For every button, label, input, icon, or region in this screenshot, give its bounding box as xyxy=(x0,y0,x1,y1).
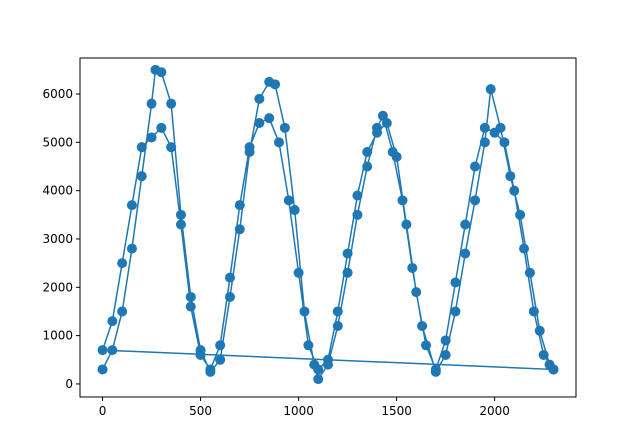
y-tick-label: 4000 xyxy=(42,184,73,198)
data-point xyxy=(407,262,418,273)
data-point xyxy=(195,349,206,360)
data-point xyxy=(156,122,167,133)
data-point xyxy=(126,200,137,211)
data-point xyxy=(136,171,147,182)
data-point xyxy=(107,345,118,356)
data-point xyxy=(303,340,314,351)
y-tick-label: 3000 xyxy=(42,232,73,246)
data-point xyxy=(332,306,343,317)
data-point xyxy=(264,113,275,124)
data-point xyxy=(479,137,490,148)
data-point xyxy=(299,306,310,317)
data-point xyxy=(479,122,490,133)
data-point xyxy=(293,267,304,278)
data-point xyxy=(97,345,108,356)
data-point xyxy=(215,340,226,351)
data-point xyxy=(534,325,545,336)
data-point xyxy=(273,137,284,148)
data-point xyxy=(342,248,353,259)
data-point xyxy=(417,320,428,331)
data-point xyxy=(205,364,216,375)
data-point xyxy=(505,171,516,182)
data-point xyxy=(528,306,539,317)
data-point xyxy=(323,354,333,365)
data-point xyxy=(270,79,281,90)
axes-frame xyxy=(79,57,577,398)
data-point xyxy=(166,142,177,153)
y-tick-label: 0 xyxy=(65,377,73,391)
data-point xyxy=(175,219,186,230)
data-point xyxy=(440,349,451,360)
data-point xyxy=(254,93,265,104)
y-tick-label: 6000 xyxy=(42,87,73,101)
data-point xyxy=(499,137,510,148)
x-tick-label: 1500 xyxy=(381,404,412,418)
data-point xyxy=(515,209,526,220)
data-point xyxy=(411,287,422,298)
data-point xyxy=(460,219,471,230)
data-point xyxy=(509,185,520,196)
data-point xyxy=(489,127,500,138)
data-point xyxy=(362,146,373,157)
data-point xyxy=(224,272,235,283)
data-point xyxy=(538,349,549,360)
data-point xyxy=(381,117,392,128)
data-point xyxy=(391,151,402,162)
data-point xyxy=(332,320,343,331)
x-tick-label: 0 xyxy=(99,404,107,418)
y-tick-label: 5000 xyxy=(42,135,73,149)
data-point xyxy=(254,117,265,128)
data-point xyxy=(117,258,128,269)
data-point xyxy=(342,267,353,278)
data-point xyxy=(450,306,461,317)
data-point xyxy=(440,335,451,346)
data-point xyxy=(234,200,245,211)
data-point xyxy=(156,67,167,78)
data-point xyxy=(485,84,496,95)
data-point xyxy=(352,209,363,220)
data-point xyxy=(430,364,441,375)
data-point xyxy=(279,122,290,133)
data-point xyxy=(224,291,235,302)
data-point xyxy=(185,301,196,312)
data-point xyxy=(460,248,471,259)
data-point xyxy=(215,354,226,365)
data-line xyxy=(101,68,556,381)
data-point xyxy=(146,132,157,143)
x-tick-label: 500 xyxy=(189,404,212,418)
data-point xyxy=(313,364,324,375)
data-point xyxy=(117,306,128,317)
data-point xyxy=(175,209,186,220)
data-point xyxy=(352,190,363,201)
data-point xyxy=(146,98,157,109)
data-point xyxy=(107,316,118,327)
x-tick-label: 1000 xyxy=(283,404,314,418)
data-point xyxy=(289,204,300,215)
data-point xyxy=(421,340,432,351)
y-tick-label: 2000 xyxy=(42,280,73,294)
data-point xyxy=(372,127,383,138)
data-point xyxy=(166,98,177,109)
data-point xyxy=(185,291,196,302)
data-point xyxy=(97,364,108,375)
data-point xyxy=(524,267,535,278)
y-tick-label: 1000 xyxy=(42,329,73,343)
data-point xyxy=(244,142,255,153)
data-point xyxy=(519,243,530,254)
data-point xyxy=(234,224,245,235)
data-point xyxy=(283,195,294,206)
data-point xyxy=(548,364,559,375)
data-point xyxy=(470,195,481,206)
data-point xyxy=(136,142,147,153)
data-point xyxy=(313,374,324,385)
data-point xyxy=(450,277,461,288)
data-point xyxy=(362,161,373,172)
data-point xyxy=(470,161,481,172)
data-point xyxy=(397,195,408,206)
data-point xyxy=(401,219,412,230)
data-point xyxy=(126,243,137,254)
x-tick-label: 2000 xyxy=(479,404,510,418)
